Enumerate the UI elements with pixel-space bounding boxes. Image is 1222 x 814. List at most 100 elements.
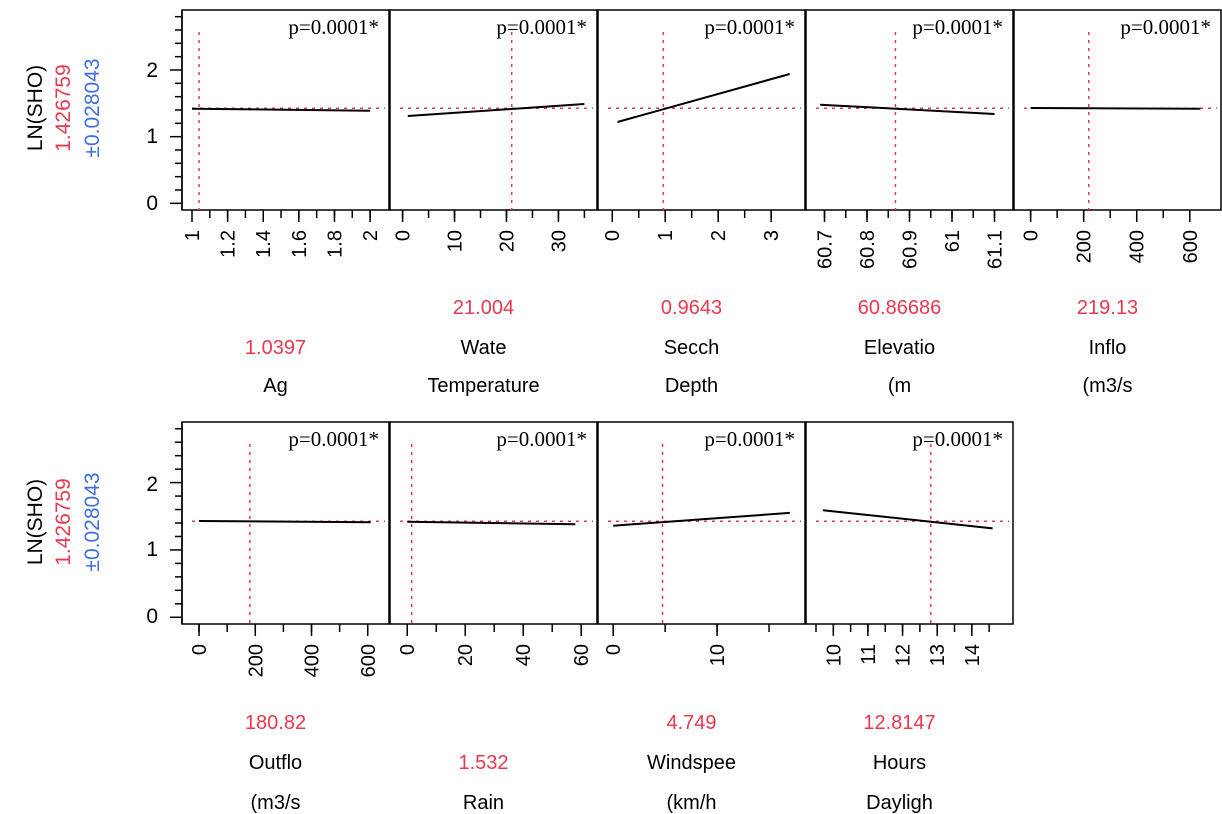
y-axis-row-1: 0 1 2 (146, 10, 183, 215)
profile-panel: p=0.0001* 60.7 60.8 60.9 61 61.1 60.86686 Eleva… (805, 9, 1014, 397)
x-tick-label: 600 (358, 644, 380, 677)
x-tick-label: 0 (603, 644, 625, 655)
x-tick-label: 0 (1021, 230, 1043, 241)
y-axis-label-row-2: LN(SHO) (24, 479, 47, 565)
p-value-label: p=0.0001* (288, 15, 379, 39)
x-tick-label: 0 (602, 230, 624, 241)
x-tick-label: 12 (893, 644, 915, 666)
p-value-label: p=0.0001* (1120, 15, 1211, 39)
factor-name-line: Rain (463, 792, 504, 814)
y-ci-row-1: ±0.028043 (81, 58, 104, 157)
profile-panel: p=0.0001* 0 10 20 30 21.004 Wate Temperature (389, 9, 598, 397)
x-tick-label: 1.8 (324, 230, 346, 258)
factor-name-line: Secch (664, 337, 720, 359)
factor-current-value[interactable]: 60.86686 (858, 297, 941, 319)
x-tick-label: 1.2 (218, 230, 240, 258)
x-tick-label: 400 (302, 644, 324, 677)
panel-frame (805, 421, 1014, 625)
y-tick-label: 2 (146, 473, 158, 496)
y-tick-label: 0 (146, 605, 158, 628)
factor-current-value[interactable]: 12.8147 (863, 712, 935, 734)
factor-name-line: (m3/s (1083, 375, 1133, 397)
y-tick-label: 2 (146, 59, 158, 82)
factor-current-value[interactable]: 4.749 (666, 712, 716, 734)
factor-name-line: Inflo (1089, 337, 1127, 359)
x-tick-label: 200 (1074, 230, 1096, 263)
profile-panel: p=0.0001* 10 11 12 13 14 12.8147 Hours Dayligh (805, 421, 1014, 814)
panel-frame (1013, 9, 1222, 211)
prediction-trace (407, 520, 576, 526)
factor-name-line: Dayligh (866, 792, 933, 814)
prediction-trace (820, 103, 995, 115)
x-tick-label: 20 (455, 644, 477, 666)
x-tick-label: 40 (513, 644, 535, 666)
p-value-label: p=0.0001* (704, 15, 795, 39)
x-tick-label: 61 (942, 230, 964, 252)
x-tick-label: 2 (360, 230, 382, 241)
y-tick-label: 0 (146, 192, 158, 215)
factor-name-line: (m3/s (251, 792, 301, 814)
x-tick-label: 10 (445, 230, 467, 252)
p-value-label: p=0.0001* (496, 427, 587, 451)
prediction-trace (407, 103, 585, 117)
panel-frame (597, 421, 806, 625)
x-tick-label: 1 (182, 230, 204, 241)
x-tick-label: 60.8 (857, 230, 879, 269)
profile-panel: p=0.0001* 0 1 2 3 0.9643 Secch Depth (597, 9, 806, 397)
panel-frame (181, 9, 390, 211)
p-value-label: p=0.0001* (496, 15, 587, 39)
profile-panel: p=0.0001* 0 200 400 600 219.13 Inflo (m3/s (1013, 9, 1222, 397)
y-tick-label: 1 (146, 538, 158, 561)
factor-name-line: Windspee (647, 752, 736, 774)
x-tick-label: 20 (496, 230, 518, 252)
profile-panel: p=0.0001* 0 10 4.749 Windspee (km/h (597, 421, 806, 814)
factor-name-line: Ag (263, 375, 287, 397)
prediction-trace (1030, 107, 1201, 110)
x-tick-label: 3 (761, 230, 783, 241)
y-axis-label-row-1: LN(SHO) (24, 65, 47, 151)
factor-current-value[interactable]: 219.13 (1077, 297, 1138, 319)
profile-panel: p=0.0001* 0 20 40 60 1.532 Rain (389, 421, 598, 814)
x-tick-label: 600 (1180, 230, 1202, 263)
y-current-value-row-1: 1.426759 (52, 64, 75, 152)
x-tick-label: 30 (548, 230, 570, 252)
profiler-panels: p=0.0001*1 1.2 1.4 1.6 1.8 21.0397Agp=0.0001*… (181, 9, 1222, 814)
factor-name-line: Hours (873, 752, 926, 774)
profile-panel: p=0.0001* 0 200 400 600 180.82 Outflo (m3/s (181, 421, 390, 814)
prediction-trace (613, 511, 790, 527)
x-tick-label: 400 (1127, 230, 1149, 263)
prediction-trace (822, 509, 993, 530)
y-ci-row-2: ±0.028043 (81, 472, 104, 571)
factor-name-line: (m (888, 375, 911, 397)
panel-frame (181, 421, 390, 625)
x-tick-label: 10 (823, 644, 845, 666)
x-tick-label: 10 (707, 644, 729, 666)
x-tick-label: 200 (245, 644, 267, 677)
prediction-trace (191, 107, 371, 112)
factor-current-value[interactable]: 180.82 (245, 712, 306, 734)
prediction-trace (198, 520, 371, 524)
factor-current-value[interactable]: 21.004 (453, 297, 514, 319)
factor-current-value[interactable]: 1.0397 (245, 337, 306, 359)
x-tick-label: 60.7 (815, 230, 837, 269)
factor-name-line: Temperature (427, 375, 539, 397)
x-tick-label: 61.1 (985, 230, 1007, 269)
factor-current-value[interactable]: 1.532 (458, 752, 508, 774)
panel-frame (597, 9, 806, 211)
x-tick-label: 60.9 (900, 230, 922, 269)
factor-current-value[interactable]: 0.9643 (661, 297, 722, 319)
y-axis-row-2: 0 1 2 (146, 422, 183, 628)
y-tick-label: 1 (146, 125, 158, 148)
factor-name-line: Elevatio (864, 337, 935, 359)
x-tick-label: 13 (927, 644, 949, 666)
factor-name-line: Wate (461, 337, 507, 359)
factor-name-line: Outflo (249, 752, 302, 774)
factor-name-line: Depth (665, 375, 718, 397)
p-value-label: p=0.0001* (288, 427, 379, 451)
prediction-trace (617, 73, 790, 123)
p-value-label: p=0.0001* (912, 15, 1003, 39)
panel-frame (389, 9, 598, 211)
x-tick-label: 11 (858, 644, 880, 665)
x-tick-label: 2 (708, 230, 730, 241)
